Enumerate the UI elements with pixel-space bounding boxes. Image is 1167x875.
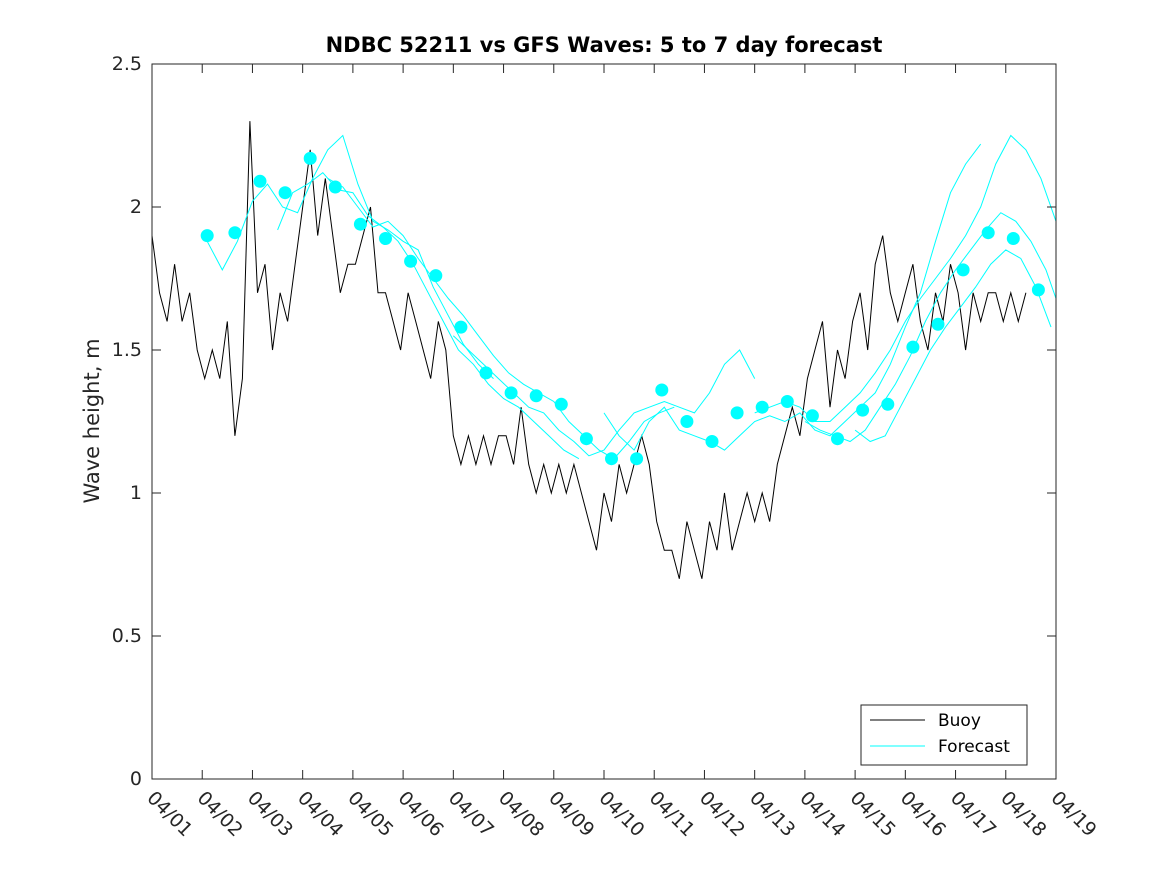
forecast-marker-point [328,180,342,194]
forecast-marker-point [404,254,418,268]
forecast-marker-point [780,395,794,408]
forecast-marker-point [529,389,543,403]
forecast-marker-point [655,383,669,397]
forecast-marker-point [981,226,995,240]
forecast-marker-point [554,397,568,411]
forecast-marker-point [353,217,367,231]
data-layer [151,121,1057,579]
y-tick-label: 0.5 [112,625,142,647]
y-tick-label: 1 [130,482,142,504]
legend-forecast-label: Forecast [938,737,1010,757]
forecast-marker-point [429,269,443,283]
forecast-marker-point [906,340,920,354]
plot-area [152,64,1056,779]
forecast-series-line [854,249,1052,443]
forecast-marker-point [454,320,468,334]
forecast-marker-point [253,174,267,188]
forecast-series-line [754,134,1057,422]
forecast-marker-point [881,397,895,411]
y-tick-label: 2 [130,196,142,218]
forecast-marker-point [278,186,292,200]
buoy-series-line [151,121,1027,579]
forecast-marker-point [579,432,593,446]
forecast-series-line [452,335,756,457]
forecast-marker-point [630,452,644,466]
forecast-marker-point [755,400,769,414]
forecast-series-line [206,134,494,379]
forecast-marker-point [605,452,618,466]
legend-buoy-label: Buoy [938,711,981,731]
forecast-marker-point [705,435,719,448]
forecast-marker-point [200,229,214,243]
forecast-marker-point [479,366,493,380]
forecast-marker-point [228,226,242,240]
forecast-marker-point [956,263,970,277]
legend-box [860,704,1028,766]
forecast-marker-point [831,432,844,446]
y-axis-label: Wave height, m [80,338,104,503]
forecast-marker-point [931,317,945,331]
forecast-marker-point [856,403,870,417]
forecast-marker-point [303,151,317,165]
forecast-series-line [603,143,982,451]
forecast-marker-point [730,406,744,420]
forecast-marker-point [680,415,694,428]
y-tick-label: 0 [130,768,142,790]
chart-title: NDBC 52211 vs GFS Waves: 5 to 7 day fore… [326,33,883,57]
y-tick-label: 2.5 [112,53,142,75]
forecast-marker-point [1031,283,1045,297]
legend: Buoy Forecast [860,704,1028,766]
forecast-series-line [804,212,1057,443]
forecast-marker-point [805,409,819,423]
y-tick-label: 1.5 [112,339,142,361]
forecast-marker-point [379,232,392,245]
forecast-marker-point [504,386,518,400]
forecast-marker-point [1006,232,1020,245]
